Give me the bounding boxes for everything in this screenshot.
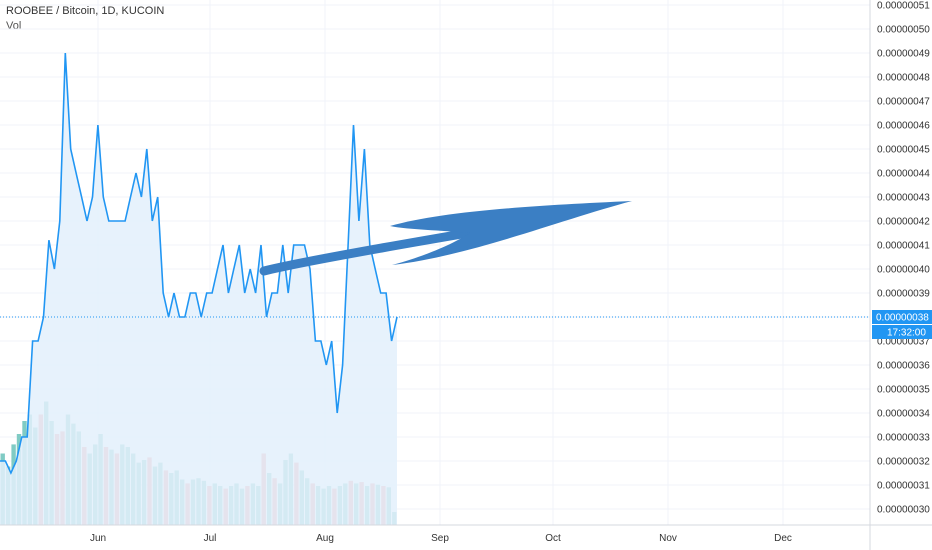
price-line [0,52,398,475]
price-tick-label: 0.00000050 [877,25,930,36]
price-axis[interactable]: 0.00000030 0.00000031 0.00000032 0.00000033… [877,1,930,516]
price-tick-label: 0.00000049 [877,49,930,60]
price-tick-label: 0.00000048 [877,73,930,84]
time-tick-label: Aug [316,533,334,544]
price-tick-label: 0.00000037 [877,337,930,348]
price-tick-label: 0.00000034 [877,409,930,420]
price-tick-label: 0.00000043 [877,193,930,204]
price-tick-label: 0.00000046 [877,121,930,132]
countdown-tag: 17:32:00 [887,328,926,339]
chart-title: ROOBEE / Bitcoin, 1D, KUCOIN [6,5,165,17]
time-axis[interactable]: Jun Jul Aug Sep Oct Nov Dec [90,533,792,544]
price-tick-label: 0.00000045 [877,145,930,156]
price-tick-label: 0.00000036 [877,361,930,372]
price-tick-label: 0.00000047 [877,97,930,108]
price-tick-label: 0.00000032 [877,457,930,468]
price-tick-label: 0.00000033 [877,433,930,444]
price-tick-label: 0.00000041 [877,241,930,252]
price-tick-label: 0.00000039 [877,289,930,300]
last-price-tag-bg [872,310,932,324]
price-tick-label: 0.00000044 [877,169,930,180]
last-price-tag: 0.00000038 [876,313,929,324]
arrow-head [390,201,632,265]
price-tick-label: 0.00000030 [877,505,930,516]
time-tick-label: Sep [431,533,449,544]
arrow-drawing[interactable] [259,201,632,276]
price-tick-label: 0.00000040 [877,265,930,276]
time-tick-label: Nov [659,533,677,544]
price-tick-label: 0.00000051 [877,1,930,12]
price-area [0,53,397,525]
arrow-shaft [259,228,473,276]
time-tick-label: Jun [90,533,106,544]
time-tick-label: Oct [545,533,561,544]
countdown-tag-bg [872,325,932,339]
price-tick-label: 0.00000031 [877,481,930,492]
price-tick-label: 0.00000035 [877,385,930,396]
price-tags: 0.00000038 17:32:00 [872,310,932,339]
time-tick-label: Jul [204,533,217,544]
time-tick-label: Dec [774,533,792,544]
price-tick-label: 0.00000042 [877,217,930,228]
